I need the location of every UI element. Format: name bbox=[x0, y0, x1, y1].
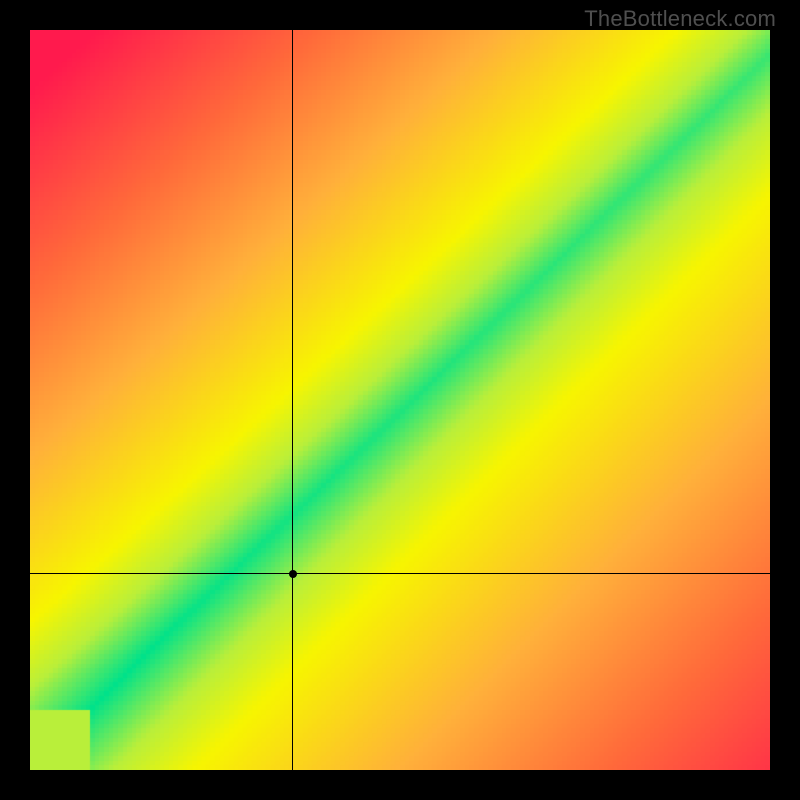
heatmap-canvas bbox=[30, 30, 770, 770]
marker-dot bbox=[289, 570, 297, 578]
crosshair-vertical bbox=[292, 30, 293, 770]
watermark-text: TheBottleneck.com bbox=[584, 6, 776, 32]
chart-container: TheBottleneck.com bbox=[0, 0, 800, 800]
crosshair-horizontal bbox=[30, 573, 770, 574]
